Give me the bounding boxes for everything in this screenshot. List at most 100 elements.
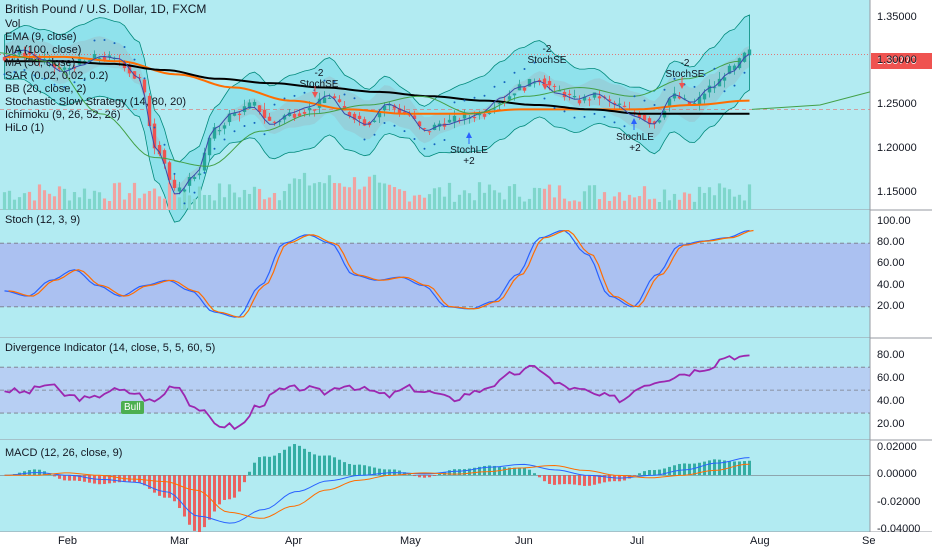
volume-bar <box>332 182 337 210</box>
macd-hist-bar <box>258 457 261 476</box>
candle-body <box>677 96 682 99</box>
symbol-title[interactable]: British Pound / U.S. Dollar, 1D, FXCM <box>5 2 207 16</box>
indicator-legend-item[interactable]: MA (50, close) <box>5 57 76 69</box>
indicator-legend-item[interactable]: Vol <box>5 18 21 30</box>
candle-body <box>152 123 157 149</box>
sar-dot <box>363 138 366 141</box>
macd-hist-bar <box>578 475 581 486</box>
volume-bar <box>17 197 22 210</box>
macd-hist-bar <box>548 475 551 484</box>
indicator-legend-item[interactable]: BB (20, close, 2) <box>5 83 87 95</box>
time-axis-label: Se <box>862 535 876 547</box>
macd-hist-bar <box>473 467 476 476</box>
macd-line <box>4 457 750 524</box>
bull-label: Bull <box>121 401 144 414</box>
candle-body <box>217 130 222 132</box>
volume-bar <box>77 197 82 210</box>
candle-body <box>97 57 102 59</box>
macd-hist-bar <box>148 475 151 489</box>
volume-bar <box>607 200 612 210</box>
time-axis-label: Mar <box>170 535 189 547</box>
macd-hist-bar <box>263 456 266 476</box>
candle-body <box>447 119 452 123</box>
candle-body <box>477 113 482 116</box>
macd-hist-bar <box>448 470 451 476</box>
sar-dot <box>193 191 196 194</box>
volume-bar <box>357 189 362 210</box>
macd-hist-bar <box>438 474 441 476</box>
indicator-legend-item[interactable]: EMA (9, close) <box>5 31 77 43</box>
candle-body <box>377 111 382 118</box>
volume-bar <box>702 192 707 210</box>
signal-arrow-icon <box>679 83 685 89</box>
sar-dot <box>303 91 306 94</box>
sar-dot <box>513 71 516 74</box>
volume-bar <box>402 190 407 210</box>
candle-body <box>37 57 42 62</box>
volume-bar <box>102 198 107 210</box>
candle-body <box>527 78 532 87</box>
volume-bar <box>217 183 222 210</box>
candle-body <box>352 113 357 120</box>
divergence-title[interactable]: Divergence Indicator (14, close, 5, 5, 6… <box>5 342 216 354</box>
macd-hist-bar <box>593 475 596 485</box>
volume-bar <box>47 193 52 210</box>
macd-hist-bar <box>723 460 726 476</box>
volume-bar <box>647 199 652 210</box>
indicator-legend-item[interactable]: HiLo (1) <box>5 122 45 134</box>
sar-dot <box>603 115 606 118</box>
macd-hist-bar <box>583 475 586 486</box>
macd-hist-bar <box>633 475 636 476</box>
candle-body <box>747 49 752 56</box>
sar-dot <box>623 125 626 128</box>
candle-body <box>22 52 27 56</box>
volume-bar <box>52 196 57 210</box>
macd-hist-bar <box>163 475 166 498</box>
indicator-legend-item[interactable]: Stochastic Slow Strategy (14, 80, 20) <box>5 96 186 108</box>
sar-dot <box>133 58 136 61</box>
volume-bar <box>207 194 212 210</box>
ema-line <box>4 49 750 195</box>
candle-body <box>452 115 457 122</box>
macd-hist-bar <box>603 475 606 483</box>
sar-dot <box>743 71 746 74</box>
volume-bar <box>187 195 192 210</box>
candle-body <box>272 121 277 123</box>
sar-dot <box>463 99 466 102</box>
macd-axis-label: -0.04000 <box>877 523 921 535</box>
volume-bar <box>707 187 712 210</box>
macd-hist-bar <box>673 465 676 476</box>
volume-bar <box>602 192 607 210</box>
candle-body <box>332 96 337 99</box>
pane-bg-3 <box>0 440 870 532</box>
candle-body <box>392 105 397 109</box>
volume-bar <box>612 196 617 210</box>
volume-bar <box>362 186 367 210</box>
indicator-legend-item[interactable]: Ichimoku (9, 26, 52, 26) <box>5 109 121 121</box>
candle-body <box>557 90 562 92</box>
indicator-legend-item[interactable]: MA (100, close) <box>5 44 82 56</box>
volume-bar <box>82 188 87 210</box>
stoch-title[interactable]: Stoch (12, 3, 9) <box>5 214 81 226</box>
sar-dot <box>543 97 546 100</box>
candle-body <box>722 77 727 81</box>
macd-hist-bar <box>678 463 681 476</box>
time-axis-label: Apr <box>285 535 303 547</box>
candle-body <box>652 121 657 124</box>
sar-dot <box>113 42 116 45</box>
candle-body <box>357 115 362 119</box>
sar-dot <box>33 74 36 77</box>
volume-bar <box>137 198 142 210</box>
volume-bar <box>112 183 117 210</box>
macd-hist-bar <box>308 451 311 476</box>
macd-title[interactable]: MACD (12, 26, close, 9) <box>5 447 123 459</box>
volume-bar <box>212 200 217 210</box>
price-axis-label: 1.20000 <box>877 141 917 154</box>
candle-body <box>327 97 332 99</box>
sar-dot <box>433 143 436 146</box>
indicator-legend-item[interactable]: SAR (0.02, 0.02, 0.2) <box>5 70 109 82</box>
candle-body <box>252 101 257 106</box>
macd-hist-bar <box>708 460 711 476</box>
macd-hist-bar <box>463 469 466 476</box>
